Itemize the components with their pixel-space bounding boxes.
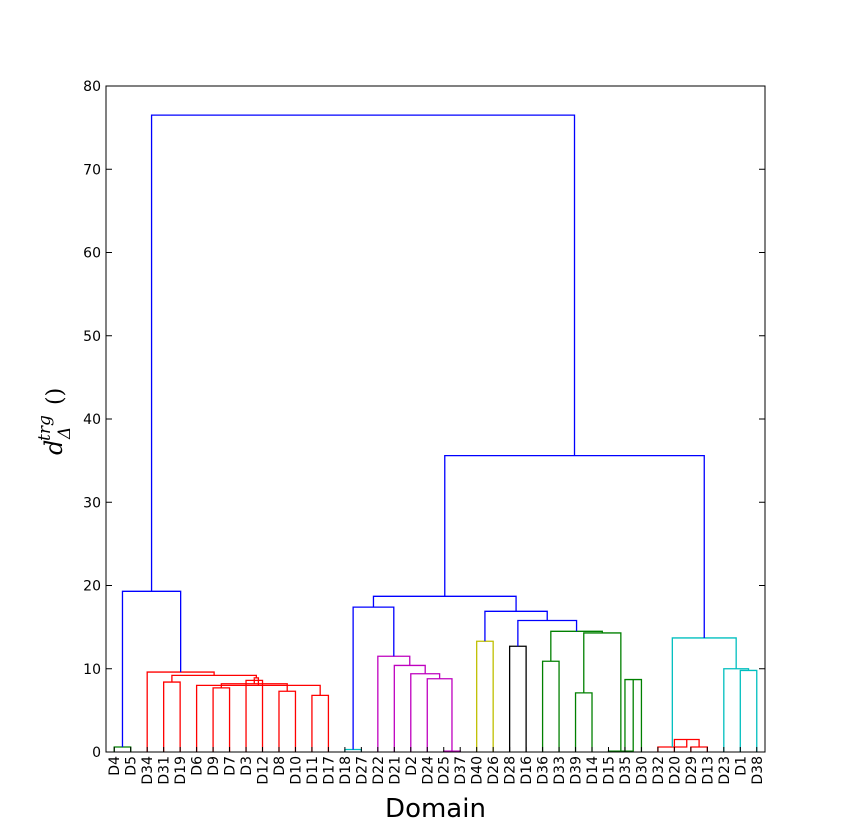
- leaf-label-d27: D27: [354, 756, 370, 785]
- dendrogram-link-m35: [739, 669, 758, 752]
- leaf-label-d4: D4: [107, 756, 123, 776]
- dendrogram-link-m19: [377, 655, 411, 752]
- dendrogram-link-m29: [484, 610, 548, 642]
- x-axis-label: Domain: [385, 794, 486, 824]
- leaf-label-d10: D10: [288, 756, 304, 785]
- y-axis-label: d Δ trg (): [35, 388, 75, 455]
- leaf-label-d11: D11: [305, 756, 321, 785]
- plot-frame: [105, 85, 766, 753]
- y-tick-label: 80: [83, 79, 101, 95]
- leaf-label-d23: D23: [717, 756, 733, 785]
- leaf-label-d13: D13: [700, 756, 716, 785]
- dendrogram-link-m2: [278, 690, 297, 752]
- leaf-label-d17: D17: [321, 756, 337, 785]
- dendrogram-link-m27: [550, 630, 603, 662]
- dendrogram-link-m16: [426, 678, 453, 752]
- leaf-label-d26: D26: [486, 756, 502, 785]
- dendrogram-link-m18: [393, 664, 426, 752]
- leaf-label-d37: D37: [453, 756, 469, 785]
- leaf-label-d1: D1: [733, 756, 749, 776]
- leaf-label-d24: D24: [420, 756, 436, 785]
- leaf-label-d5: D5: [124, 756, 140, 776]
- dendrogram-link-m31: [372, 595, 517, 612]
- leaf-label-d28: D28: [503, 756, 519, 785]
- dendrogram-link-m32: [690, 746, 708, 752]
- dendrogram-link-m4: [212, 687, 231, 752]
- y-axis-label-subscript: Δ: [55, 427, 75, 440]
- x-axis: D4 D5 D34 D31 D19 D6 D9 D7 D3 D12 D8 D10 D11 D17 D18 D2…: [107, 747, 766, 785]
- dendrogram-links: [113, 114, 758, 752]
- y-tick-label: 0: [92, 745, 101, 761]
- dendrogram-link-m40: [150, 114, 576, 592]
- dendrogram-link-m37: [671, 637, 737, 748]
- leaf-label-d21: D21: [387, 756, 403, 785]
- leaf-label-d29: D29: [684, 756, 700, 785]
- leaf-label-d8: D8: [272, 756, 288, 776]
- dendrogram-link-m1: [113, 746, 132, 752]
- dendrogram-link-m22: [541, 660, 560, 752]
- leaf-label-d12: D12: [256, 756, 272, 785]
- y-axis: 0 10 20 30 40 50 60 70 80: [83, 79, 765, 761]
- leaf-label-d30: D30: [634, 756, 650, 785]
- leaf-label-d16: D16: [519, 756, 535, 785]
- dendrogram-link-m17: [410, 673, 441, 752]
- leaf-label-d35: D35: [618, 756, 634, 785]
- leaf-label-d15: D15: [601, 756, 617, 785]
- dendrogram-link-m28: [517, 619, 578, 647]
- dendrogram-link-m10: [163, 681, 181, 752]
- leaf-label-d34: D34: [140, 756, 156, 785]
- dendrogram-link-m39: [444, 454, 705, 597]
- y-axis-label-suffix: (): [43, 388, 68, 405]
- dendrogram-link-m26: [583, 632, 622, 752]
- dendrogram-link-m20: [476, 640, 494, 752]
- dendrogram-link-m11: [171, 674, 257, 683]
- y-axis-label-symbol: d: [40, 440, 68, 455]
- dendrogram-link-m3: [311, 694, 330, 752]
- y-tick-label: 50: [83, 329, 101, 345]
- leaf-label-d32: D32: [651, 756, 667, 785]
- y-tick-label: 60: [83, 246, 101, 262]
- leaf-label-d7: D7: [223, 756, 239, 776]
- y-tick-label: 10: [83, 662, 101, 678]
- leaf-label-d18: D18: [338, 756, 354, 785]
- dendrogram-link-m7: [245, 679, 264, 752]
- leaf-label-d31: D31: [157, 756, 173, 785]
- leaf-label-d19: D19: [173, 756, 189, 785]
- leaf-label-d25: D25: [437, 756, 453, 785]
- dendrogram-link-m21: [508, 645, 527, 752]
- leaf-label-d6: D6: [190, 756, 206, 776]
- leaf-label-d40: D40: [470, 756, 486, 785]
- leaf-label-d3: D3: [239, 756, 255, 776]
- dendrogram-link-m5: [195, 684, 321, 752]
- dendrogram-link-m23: [574, 692, 593, 752]
- y-axis-label-superscript: trg: [35, 415, 55, 441]
- y-tick-label: 20: [83, 579, 101, 595]
- dendrogram-link-m13: [121, 590, 182, 748]
- y-tick-label: 30: [83, 495, 101, 511]
- dendrogram-link-m30: [352, 606, 395, 750]
- y-tick-label: 40: [83, 412, 101, 428]
- leaf-label-d36: D36: [536, 756, 552, 785]
- leaf-label-d22: D22: [371, 756, 387, 785]
- leaf-label-d33: D33: [552, 756, 568, 785]
- leaf-label-d39: D39: [569, 756, 585, 785]
- leaf-label-d9: D9: [206, 756, 222, 776]
- leaf-label-d14: D14: [585, 756, 601, 785]
- leaf-label-d2: D2: [404, 756, 420, 776]
- y-tick-label: 70: [83, 162, 101, 178]
- dendrogram-link-m36: [723, 668, 750, 752]
- leaf-label-d20: D20: [667, 756, 683, 785]
- leaf-label-d38: D38: [750, 756, 766, 785]
